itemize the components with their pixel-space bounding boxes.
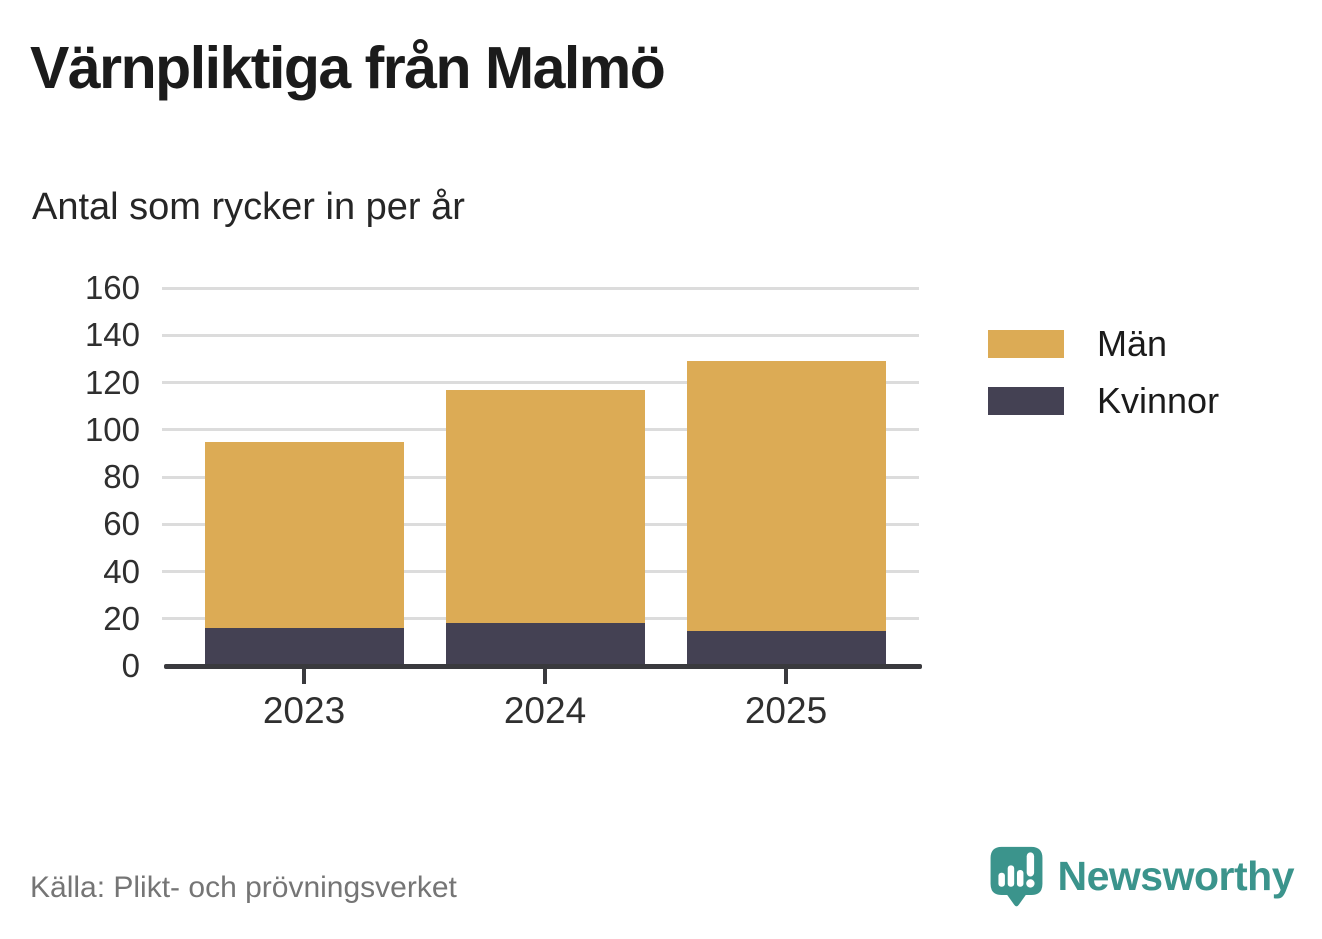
- brand-name: Newsworthy: [1057, 853, 1295, 899]
- legend: Män Kvinnor: [988, 323, 1220, 421]
- bar-2023-man-segment: [204, 441, 404, 629]
- bar-2023-kvinnor-segment: [204, 628, 404, 666]
- y-tick-label-140: 140: [84, 316, 140, 354]
- legend-label-man: Män: [1097, 323, 1168, 364]
- x-tick-2025: [784, 668, 788, 684]
- bar-2025-kvinnor-segment: [686, 630, 886, 666]
- x-tick-2024: [543, 668, 547, 684]
- legend-label-kvinnor: Kvinnor: [1097, 380, 1220, 421]
- source-note: Källa: Plikt- och prövningsverket: [30, 871, 457, 904]
- legend-item-man: Män: [988, 323, 1219, 364]
- y-tick-label-100: 100: [84, 410, 140, 448]
- bar-2024-man-segment: [445, 389, 645, 624]
- x-axis-line: [164, 663, 922, 669]
- legend-swatch-man: [988, 330, 1064, 358]
- legend-swatch-kvinnor: [988, 387, 1064, 415]
- legend-item-kvinnor: Kvinnor: [988, 380, 1220, 421]
- y-tick-label-60: 60: [103, 505, 140, 543]
- x-tick-label-2024: 2024: [503, 690, 587, 731]
- y-tick-label-40: 40: [103, 552, 140, 590]
- x-tick-label-2023: 2023: [262, 690, 346, 731]
- y-tick-label-20: 20: [103, 599, 140, 637]
- newsworthy-logo-icon: [990, 846, 1042, 907]
- y-tick-label-120: 120: [84, 363, 140, 401]
- gridline-140: [162, 333, 919, 337]
- x-tick-label-2025: 2025: [744, 690, 828, 731]
- y-tick-label-160: 160: [84, 269, 140, 306]
- y-tick-label-80: 80: [103, 458, 140, 495]
- x-tick-2023: [302, 668, 306, 684]
- chart-title: Värnpliktiga från Malmö: [30, 35, 666, 101]
- bar-2024-kvinnor-segment: [445, 623, 645, 666]
- chart-subtitle: Antal som rycker in per år: [32, 186, 465, 228]
- bar-2025-man-segment: [686, 361, 886, 631]
- gridline-160: [162, 286, 919, 290]
- y-tick-label-0: 0: [121, 647, 140, 684]
- gridline-120: [162, 381, 919, 384]
- brand-lockup: Newsworthy: [988, 845, 1295, 908]
